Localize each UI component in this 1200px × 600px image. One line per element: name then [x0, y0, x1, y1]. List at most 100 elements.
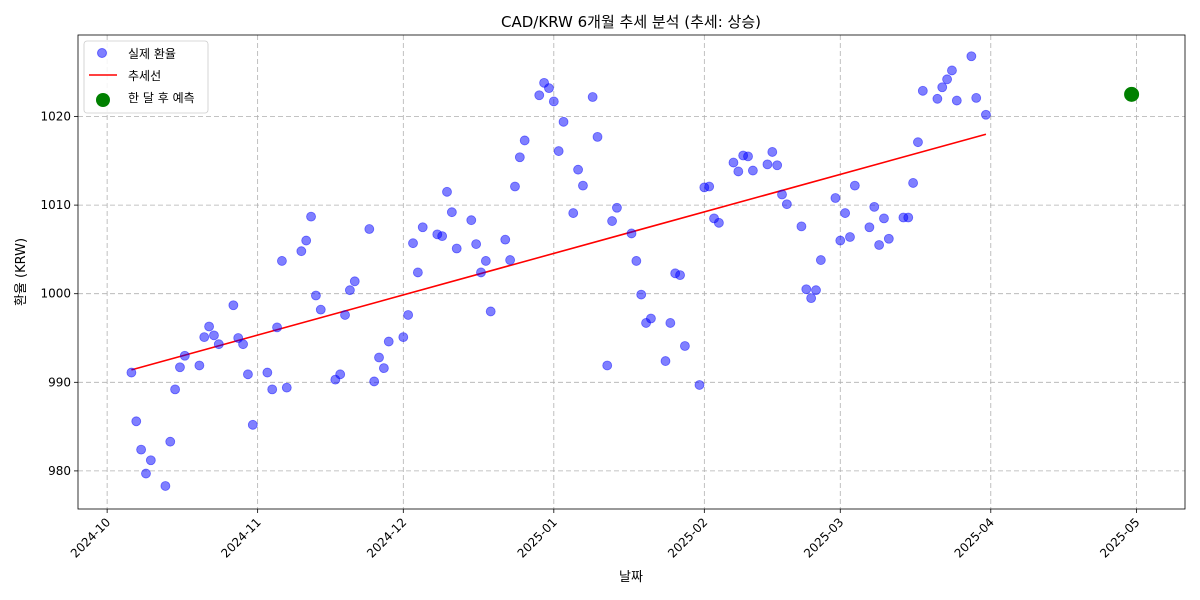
data-point	[544, 83, 554, 94]
data-point	[141, 468, 151, 479]
y-tick-label: 1020	[40, 110, 71, 124]
data-point	[412, 267, 423, 278]
data-point	[417, 222, 428, 233]
data-point	[743, 151, 753, 162]
y-tick-label: 1000	[40, 287, 71, 301]
data-point	[612, 202, 622, 213]
legend-label-trend: 추세선	[128, 69, 161, 83]
data-points-layer	[126, 51, 991, 491]
data-point	[772, 160, 783, 171]
data-point	[578, 180, 588, 191]
data-point	[879, 213, 889, 224]
data-point	[728, 157, 739, 168]
data-point	[179, 350, 190, 361]
data-point	[466, 215, 477, 226]
data-point	[277, 256, 287, 266]
data-point	[247, 419, 258, 430]
data-point	[165, 436, 176, 447]
data-point	[592, 131, 603, 142]
data-point	[175, 362, 185, 373]
data-point	[344, 285, 355, 296]
data-point	[845, 232, 855, 242]
data-point	[534, 90, 545, 101]
data-point	[281, 382, 292, 393]
data-point	[238, 339, 248, 350]
data-point	[296, 246, 307, 257]
data-point	[811, 285, 821, 296]
data-point	[704, 181, 715, 192]
data-point	[951, 95, 962, 106]
data-point	[160, 481, 171, 491]
data-point	[437, 231, 448, 242]
data-point	[908, 178, 919, 188]
data-point	[981, 109, 991, 120]
data-point	[675, 270, 685, 281]
data-point	[204, 321, 214, 332]
data-point	[170, 384, 181, 395]
data-point	[796, 221, 807, 232]
plot-area-frame	[77, 34, 1186, 510]
chart-title: CAD/KRW 6개월 추세 분석 (추세: 상승)	[501, 13, 761, 31]
data-point	[781, 199, 792, 210]
data-point	[442, 186, 452, 197]
data-point	[408, 238, 418, 249]
x-axis-label: 날짜	[619, 570, 643, 585]
data-point	[383, 336, 394, 347]
data-point	[660, 356, 671, 366]
data-point	[126, 367, 137, 378]
legend-marker-forecast	[96, 93, 110, 107]
legend-box	[83, 40, 209, 114]
data-point	[209, 330, 219, 341]
data-point	[403, 310, 414, 320]
data-point	[514, 152, 525, 163]
data-point	[830, 193, 841, 203]
y-axis-ticks: 980 990 1000 1010 1020	[40, 110, 78, 478]
data-point	[131, 416, 142, 427]
data-point	[199, 332, 210, 343]
data-point	[762, 159, 773, 170]
data-point	[917, 85, 928, 96]
data-point	[374, 352, 384, 363]
data-point	[631, 256, 642, 266]
legend-label-forecast: 한 달 후 예측	[128, 91, 195, 105]
data-point	[942, 74, 952, 85]
data-point	[840, 208, 851, 218]
legend: 실제 환율 추세선 한 달 후 예측	[83, 40, 209, 114]
data-point	[626, 228, 637, 239]
data-point	[869, 201, 880, 212]
data-point	[636, 289, 647, 300]
data-point	[777, 189, 787, 200]
data-point	[849, 180, 860, 191]
data-point	[548, 96, 559, 107]
data-point	[369, 376, 380, 387]
data-point	[262, 367, 273, 378]
data-point	[587, 92, 598, 102]
y-axis-label: 환율 (KRW)	[14, 238, 29, 306]
data-point	[480, 256, 491, 266]
data-point	[349, 276, 360, 287]
data-point	[607, 216, 617, 226]
data-point	[145, 455, 156, 466]
data-point	[883, 233, 894, 244]
data-point	[947, 65, 957, 76]
data-point	[903, 212, 914, 223]
data-point	[971, 93, 982, 103]
data-point	[364, 224, 375, 234]
data-point	[378, 363, 389, 374]
data-point	[446, 207, 457, 218]
y-tick-label: 1010	[40, 198, 71, 212]
data-point	[500, 234, 511, 245]
data-point	[306, 211, 316, 222]
data-point	[301, 235, 312, 246]
data-point	[194, 360, 205, 371]
data-point	[398, 332, 409, 343]
data-point	[733, 166, 744, 177]
data-point	[568, 208, 579, 218]
data-point	[213, 339, 224, 350]
data-point	[315, 304, 326, 315]
data-point	[485, 306, 496, 317]
data-point	[243, 369, 253, 380]
data-point	[665, 318, 676, 328]
grid-layer	[78, 35, 1185, 509]
